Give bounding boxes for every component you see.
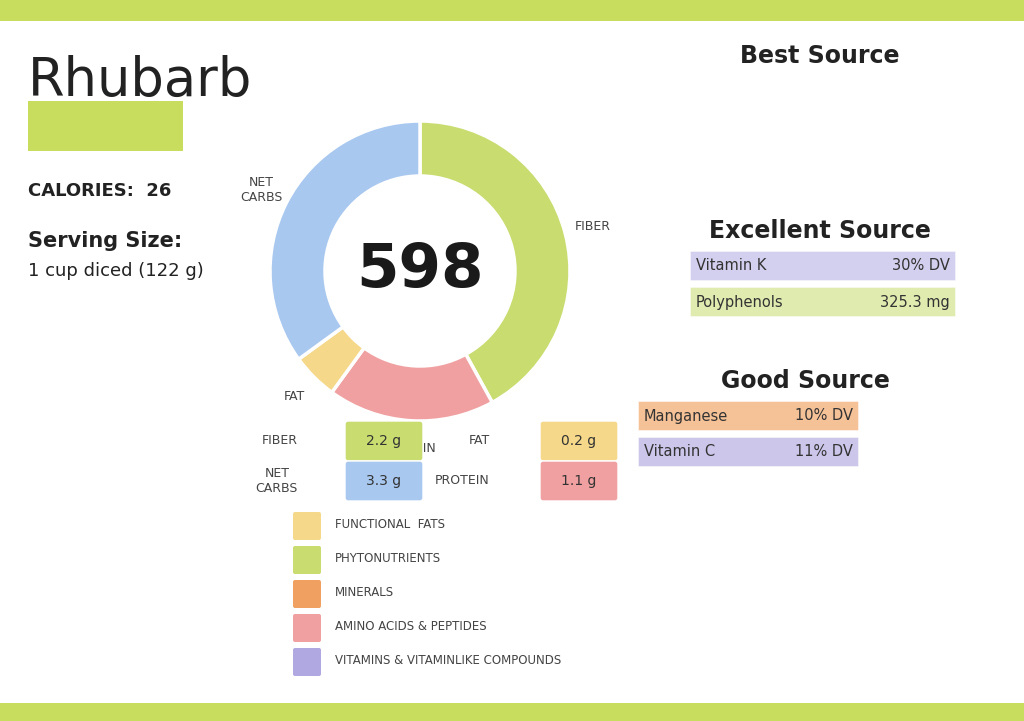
Wedge shape [270, 121, 420, 359]
Text: 1 cup diced (122 g): 1 cup diced (122 g) [28, 262, 204, 280]
FancyBboxPatch shape [540, 421, 618, 461]
Text: FIBER: FIBER [262, 435, 298, 448]
Text: Rhubarb: Rhubarb [28, 55, 252, 107]
Text: FAT: FAT [469, 435, 490, 448]
FancyBboxPatch shape [638, 401, 858, 430]
FancyBboxPatch shape [345, 461, 423, 501]
Text: 10% DV: 10% DV [795, 409, 853, 423]
Text: Manganese: Manganese [644, 409, 728, 423]
Circle shape [325, 176, 515, 366]
Text: 325.3 mg: 325.3 mg [881, 294, 950, 309]
FancyBboxPatch shape [0, 703, 1024, 721]
Text: Vitamin K: Vitamin K [696, 259, 766, 273]
FancyBboxPatch shape [345, 421, 423, 461]
Text: Polyphenols: Polyphenols [696, 294, 783, 309]
Text: NET
CARBS: NET CARBS [256, 467, 298, 495]
Text: 3.3 g: 3.3 g [367, 474, 401, 488]
Text: FIBER: FIBER [574, 220, 610, 233]
FancyBboxPatch shape [690, 251, 955, 280]
Text: Good Source: Good Source [721, 369, 890, 393]
FancyBboxPatch shape [690, 287, 955, 316]
FancyBboxPatch shape [293, 546, 321, 574]
Text: Serving Size:: Serving Size: [28, 231, 182, 251]
FancyBboxPatch shape [293, 580, 321, 608]
Text: Vitamin C: Vitamin C [644, 445, 715, 459]
FancyBboxPatch shape [540, 461, 618, 501]
Text: CALORIES:  26: CALORIES: 26 [28, 182, 171, 200]
Text: 0.2 g: 0.2 g [561, 434, 597, 448]
Wedge shape [332, 348, 493, 421]
FancyBboxPatch shape [293, 648, 321, 676]
Text: 598: 598 [356, 242, 483, 301]
Text: 11% DV: 11% DV [795, 445, 853, 459]
Text: PROTEIN: PROTEIN [382, 442, 436, 455]
Text: FUNCTIONAL  FATS: FUNCTIONAL FATS [335, 518, 445, 531]
Text: 2.2 g: 2.2 g [367, 434, 401, 448]
Text: MINERALS: MINERALS [335, 585, 394, 598]
Text: PHYTONUTRIENTS: PHYTONUTRIENTS [335, 552, 441, 565]
FancyBboxPatch shape [293, 614, 321, 642]
Wedge shape [420, 121, 570, 402]
Text: FAT: FAT [284, 390, 305, 403]
Text: Excellent Source: Excellent Source [709, 219, 931, 243]
FancyBboxPatch shape [28, 101, 183, 151]
Text: AMINO ACIDS & PEPTIDES: AMINO ACIDS & PEPTIDES [335, 619, 486, 632]
Text: Best Source: Best Source [740, 44, 900, 68]
Text: PROTEIN: PROTEIN [435, 474, 490, 487]
FancyBboxPatch shape [293, 512, 321, 540]
Text: 1.1 g: 1.1 g [561, 474, 597, 488]
FancyBboxPatch shape [638, 437, 858, 466]
Text: NET
CARBS: NET CARBS [241, 176, 283, 204]
Text: VITAMINS & VITAMINLIKE COMPOUNDS: VITAMINS & VITAMINLIKE COMPOUNDS [335, 653, 561, 666]
Text: 30% DV: 30% DV [892, 259, 950, 273]
FancyBboxPatch shape [0, 0, 1024, 21]
Wedge shape [299, 327, 365, 392]
Text: HIGH: HIGH [67, 112, 145, 140]
